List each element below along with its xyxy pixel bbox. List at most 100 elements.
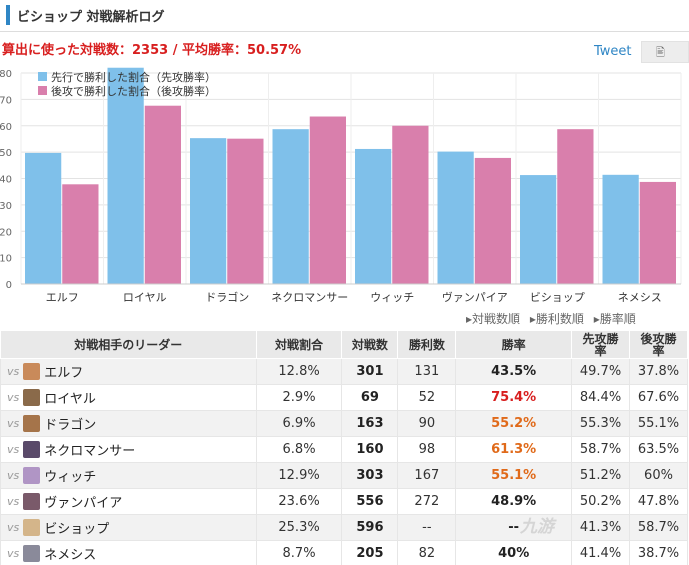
bar-first: [272, 129, 309, 284]
leader-name: エルフ: [44, 366, 84, 381]
leader-cell[interactable]: vs ロイヤル: [0, 384, 257, 411]
second-rate-cell: 47.8%: [629, 488, 688, 515]
rate-cell: 61.3%: [455, 436, 573, 463]
games-cell: 301: [341, 358, 399, 385]
games-cell: 596: [341, 514, 399, 541]
sort-by-wins-link[interactable]: ▸勝利数順: [529, 312, 584, 326]
column-header-wins[interactable]: 勝利数: [397, 330, 457, 359]
games-cell: 69: [341, 384, 399, 411]
second-rate-cell: 60%: [629, 462, 688, 489]
bar-second: [557, 129, 594, 284]
games-cell: 556: [341, 488, 399, 515]
vs-label: vs: [7, 365, 20, 378]
leader-cell[interactable]: vs エルフ: [0, 358, 257, 385]
legend-label: 先行で勝利した割合（先攻勝率）: [51, 70, 216, 84]
bar-second: [474, 157, 511, 284]
vs-label: vs: [7, 495, 20, 508]
x-tick-label: ネクロマンサー: [271, 291, 348, 304]
tweet-link[interactable]: Tweet: [594, 44, 632, 59]
y-tick-label: 20: [0, 227, 12, 238]
share-cell: 2.9%: [255, 384, 343, 411]
wins-cell: --: [397, 514, 457, 541]
leader-name: ネクロマンサー: [44, 444, 136, 459]
page-title: ビショップ 対戦解析ログ: [17, 10, 165, 25]
bar-first: [355, 148, 392, 284]
leader-avatar-icon: [23, 519, 41, 536]
second-rate-cell: 55.1%: [629, 410, 688, 437]
leader-cell[interactable]: vs ネメシス: [0, 540, 257, 565]
leader-cell[interactable]: vs ネクロマンサー: [0, 436, 257, 463]
second-rate-cell: 67.6%: [629, 384, 688, 411]
leader-cell[interactable]: vs ウィッチ: [0, 462, 257, 489]
first-rate-cell: 49.7%: [571, 358, 630, 385]
legend-swatch: [38, 72, 47, 81]
y-tick-label: 70: [0, 95, 12, 106]
table-row: vs ウィッチ 12.9% 303 167 55.1% 51.2% 60%: [0, 462, 688, 489]
first-rate-cell: 51.2%: [571, 462, 630, 489]
leader-name: ヴァンパイア: [44, 496, 123, 511]
wins-cell: 272: [397, 488, 457, 515]
vs-label: vs: [7, 547, 20, 560]
table-row: vs ヴァンパイア 23.6% 556 272 48.9% 50.2% 47.8%: [0, 488, 688, 515]
leader-avatar-icon: [23, 493, 41, 510]
x-tick-label: ヴァンパイア: [442, 290, 508, 304]
bar-second: [309, 116, 346, 284]
sort-by-games-link[interactable]: ▸対戦数順: [466, 312, 521, 326]
document-button[interactable]: 🖹: [641, 41, 689, 63]
leader-cell[interactable]: vs ヴァンパイア: [0, 488, 257, 515]
column-header-leader[interactable]: 対戦相手のリーダー: [0, 330, 257, 359]
rate-cell: 55.2%: [455, 410, 573, 437]
column-header-second[interactable]: 後攻勝 率: [629, 330, 688, 359]
x-tick-label: ビショップ: [530, 291, 585, 304]
share-cell: 6.8%: [255, 436, 343, 463]
y-tick-label: 50: [0, 148, 12, 159]
column-header-first[interactable]: 先攻勝 率: [571, 330, 630, 359]
y-tick-label: 80: [0, 69, 12, 80]
first-rate-cell: 41.3%: [571, 514, 630, 541]
second-rate-cell: 38.7%: [629, 540, 688, 565]
stats-table: 対戦相手のリーダー 対戦割合 対戦数 勝利数 勝率 先攻勝 率 後攻勝 率 vs…: [0, 330, 688, 565]
table-row: vs エルフ 12.8% 301 131 43.5% 49.7% 37.8%: [0, 358, 688, 385]
second-rate-cell: 63.5%: [629, 436, 688, 463]
wins-cell: 131: [397, 358, 457, 385]
vs-label: vs: [7, 391, 20, 404]
rate-cell: 75.4%: [455, 384, 573, 411]
leader-name: ドラゴン: [44, 418, 97, 433]
x-tick-label: ドラゴン: [205, 290, 249, 304]
second-rate-cell: 37.8%: [629, 358, 688, 385]
sort-links: ▸対戦数順 ▸勝利数順 ▸勝率順: [460, 310, 636, 327]
leader-avatar-icon: [23, 389, 41, 406]
y-tick-label: 60: [0, 122, 12, 133]
table-row: vs ロイヤル 2.9% 69 52 75.4% 84.4% 67.6%: [0, 384, 688, 411]
column-header-share[interactable]: 対戦割合: [255, 330, 343, 359]
rate-cell: 40%: [455, 540, 573, 565]
sort-by-rate-link[interactable]: ▸勝率順: [593, 312, 636, 326]
first-rate-cell: 84.4%: [571, 384, 630, 411]
table-row: vs ドラゴン 6.9% 163 90 55.2% 55.3% 55.1%: [0, 410, 688, 437]
rate-cell: 48.9%: [455, 488, 573, 515]
bar-second: [639, 181, 676, 284]
legend-label: 後攻で勝利した割合（後攻勝率）: [51, 84, 216, 98]
document-icon: 🖹: [656, 46, 665, 59]
bar-second: [392, 125, 429, 284]
vs-label: vs: [7, 417, 20, 430]
leader-cell[interactable]: vs ビショップ: [0, 514, 257, 541]
x-tick-label: エルフ: [46, 291, 79, 304]
share-cell: 25.3%: [255, 514, 343, 541]
first-rate-cell: 58.7%: [571, 436, 630, 463]
leader-cell[interactable]: vs ドラゴン: [0, 410, 257, 437]
bar-second: [227, 138, 264, 284]
y-tick-label: 40: [0, 175, 12, 186]
share-cell: 8.7%: [255, 540, 343, 565]
second-rate-cell: 58.7%: [629, 514, 688, 541]
bar-second: [62, 184, 99, 284]
summary-text: 算出に使った対戦数：2353 / 平均勝率：50.57%: [2, 43, 302, 58]
wins-cell: 52: [397, 384, 457, 411]
column-header-games[interactable]: 対戦数: [341, 330, 399, 359]
leader-name: ウィッチ: [44, 470, 97, 485]
win-rate-chart: 0 10 20 30 40 50 60 70 80 エルフ ロイヤル ドラゴン ネクロマンサー ウィッチ ヴ…: [0, 67, 682, 304]
column-header-rate[interactable]: 勝率: [455, 330, 573, 359]
first-rate-cell: 41.4%: [571, 540, 630, 565]
page-header: ビショップ 対戦解析ログ: [0, 0, 689, 32]
leader-avatar-icon: [23, 415, 41, 432]
